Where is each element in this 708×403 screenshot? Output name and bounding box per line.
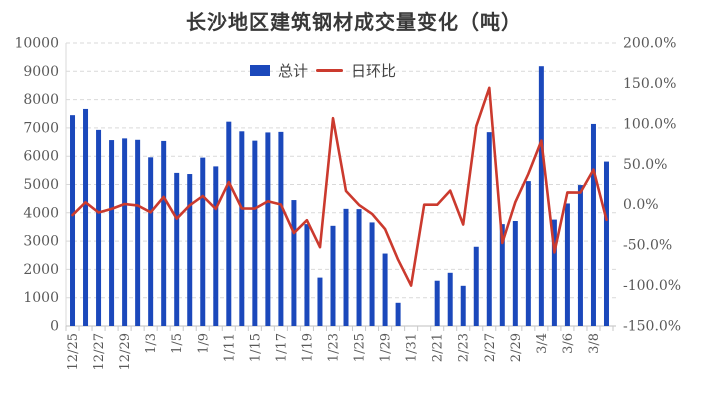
x-label: 1/25 (353, 333, 368, 362)
legend-bar-label: 总计 (278, 62, 309, 80)
bar-1/24 (343, 208, 349, 326)
legend: 总计 日环比 (250, 60, 396, 81)
y-left-label: 0 (50, 319, 59, 335)
bar-1/5 (174, 172, 180, 326)
x-label: 1/5 (170, 333, 185, 354)
y-left-label: 2000 (23, 262, 59, 278)
x-label: 12/29 (118, 333, 133, 370)
bar-1/12 (239, 131, 245, 326)
bar-1/18 (291, 200, 297, 326)
bar-1/4 (161, 140, 167, 326)
y-left-label: 7000 (23, 120, 59, 136)
y-left-label: 1000 (23, 290, 59, 306)
bar-1/9 (200, 157, 206, 326)
bar-1/15 (252, 140, 258, 326)
bar-2/21 (434, 280, 440, 326)
bar-12/25 (70, 115, 76, 326)
bar-1/11 (226, 121, 232, 326)
y-right-label: 50.0% (623, 157, 667, 173)
y-left-label: 6000 (23, 149, 59, 165)
x-label: 12/25 (66, 333, 81, 370)
bar-1/10 (213, 166, 219, 326)
bar-3/4 (538, 66, 544, 327)
y-left-label: 5000 (23, 177, 59, 193)
bar-1/23 (330, 225, 336, 326)
x-label: 3/8 (587, 333, 602, 354)
y-right-label: 200.0% (623, 36, 676, 52)
bar-12/29 (122, 138, 128, 326)
x-label: 1/3 (144, 333, 159, 354)
y-left-label: 3000 (23, 234, 59, 250)
bar-12/26 (83, 108, 89, 327)
ratio-line (71, 86, 608, 287)
x-label: 12/27 (92, 333, 107, 370)
y-right-label: 100.0% (623, 116, 676, 132)
bar-1/19 (304, 224, 310, 326)
bar-2/23 (460, 285, 466, 326)
x-label: 1/31 (405, 333, 420, 362)
x-label: 1/19 (300, 333, 315, 362)
bar-1/29 (382, 253, 388, 326)
bar-3/6 (564, 203, 570, 326)
bar-1/26 (369, 222, 375, 326)
bar-2/29 (512, 221, 518, 326)
bar-12/28 (109, 140, 115, 326)
y-right-label: -150.0% (623, 319, 681, 335)
bar-2/28 (499, 224, 505, 326)
x-label: 1/23 (326, 333, 341, 362)
y-left-label: 10000 (14, 36, 59, 52)
bar-1/8 (187, 174, 193, 326)
chart-title: 长沙地区建筑钢材成交量变化（吨） (186, 10, 522, 34)
y-right-label: 150.0% (623, 76, 676, 92)
x-label: 2/29 (509, 333, 524, 362)
y-left-label: 8000 (23, 92, 59, 108)
y-right-label: -50.0% (623, 238, 672, 254)
bar-2/26 (473, 246, 479, 326)
bar-1/3 (148, 157, 154, 326)
x-label: 2/27 (483, 333, 498, 362)
bar-3/1 (525, 181, 531, 326)
bar-3/7 (577, 185, 583, 326)
bar-1/25 (356, 209, 362, 326)
x-label: 1/17 (274, 333, 289, 362)
bar-2/22 (447, 272, 453, 326)
x-label: 1/11 (222, 333, 237, 362)
bar-1/30 (395, 302, 401, 326)
bar-2/27 (486, 132, 492, 326)
x-label: 1/29 (379, 333, 394, 362)
x-label: 2/21 (431, 333, 446, 362)
bar-3/8 (590, 123, 596, 326)
x-label: 3/6 (561, 333, 576, 354)
y-left-label: 9000 (23, 64, 59, 80)
bar-1/22 (317, 277, 323, 326)
legend-line-swatch-icon (316, 68, 344, 73)
bar-1/17 (278, 131, 284, 326)
bar-12/27 (96, 129, 102, 326)
bar-1/16 (265, 132, 271, 326)
x-label: 1/9 (196, 333, 211, 354)
x-label: 3/4 (535, 333, 550, 354)
y-right-label: 0.0% (623, 197, 659, 213)
y-left-label: 4000 (23, 205, 59, 221)
x-label: 2/23 (457, 333, 472, 362)
legend-bar-swatch-icon (250, 65, 270, 76)
bar-1/2 (135, 139, 141, 326)
legend-line-label: 日环比 (351, 62, 397, 80)
bar-3/11 (603, 161, 609, 326)
bar-3/5 (551, 219, 557, 326)
y-right-label: -100.0% (623, 278, 681, 294)
x-label: 1/15 (248, 333, 263, 362)
